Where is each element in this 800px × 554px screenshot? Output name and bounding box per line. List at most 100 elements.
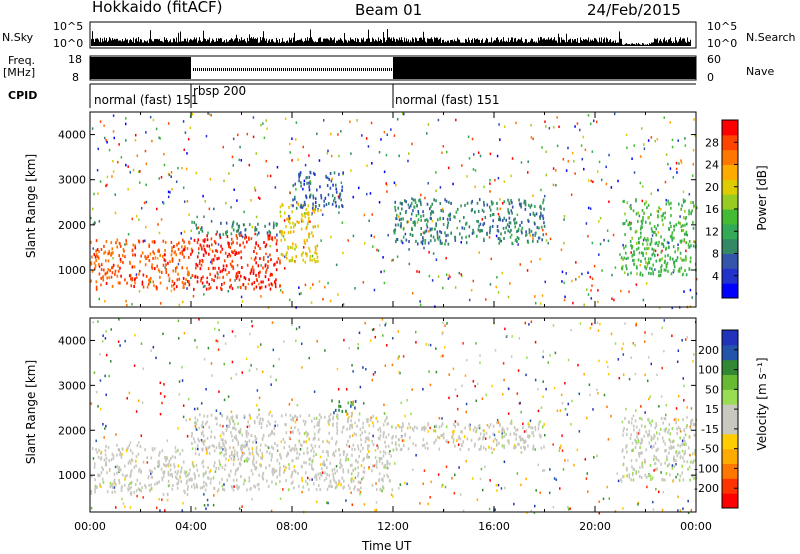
data-cell <box>157 223 159 226</box>
data-cell <box>138 488 141 492</box>
data-cell <box>501 444 504 448</box>
data-cell <box>258 274 260 278</box>
data-cell <box>394 223 397 227</box>
data-cell <box>503 180 506 183</box>
noise-bar <box>521 37 522 46</box>
data-cell <box>504 327 506 331</box>
data-cell <box>121 452 123 456</box>
noise-bar <box>427 38 428 46</box>
data-cell <box>401 421 404 425</box>
data-cell <box>154 482 156 486</box>
data-cell <box>561 280 563 283</box>
data-cell <box>507 412 510 415</box>
noise-bar <box>99 41 100 46</box>
data-cell <box>319 463 322 466</box>
data-cell <box>478 224 480 228</box>
data-cell <box>312 283 314 286</box>
data-cell <box>141 486 143 490</box>
data-cell <box>110 458 113 462</box>
noise-bar <box>107 42 108 46</box>
data-cell <box>466 175 468 178</box>
noise-bar <box>164 37 165 46</box>
data-cell <box>289 448 292 452</box>
data-cell <box>181 448 184 452</box>
data-cell <box>225 231 228 235</box>
data-cell <box>540 225 543 229</box>
freq-dot <box>225 68 226 71</box>
data-cell <box>658 432 661 436</box>
data-cell <box>359 433 362 437</box>
noise-bar <box>92 31 93 46</box>
data-cell <box>279 259 281 263</box>
data-cell <box>375 508 378 512</box>
data-cell <box>555 478 558 481</box>
data-cell <box>379 434 382 438</box>
data-cell <box>573 159 575 163</box>
data-cell <box>684 137 686 140</box>
data-cell <box>383 431 385 435</box>
data-cell <box>567 402 570 406</box>
data-cell <box>183 200 186 203</box>
data-cell <box>285 256 288 260</box>
data-cell <box>576 448 579 452</box>
data-cell <box>661 326 663 330</box>
data-cell <box>578 128 581 132</box>
data-cell <box>376 446 379 450</box>
data-cell <box>498 218 500 222</box>
data-cell <box>195 463 198 467</box>
noise-bar <box>569 39 570 46</box>
noise-bar <box>227 41 228 46</box>
data-cell <box>276 444 279 448</box>
data-cell <box>641 439 644 443</box>
data-cell <box>204 472 207 476</box>
data-cell <box>665 265 668 269</box>
data-cell <box>164 266 166 269</box>
data-cell <box>188 283 191 287</box>
data-cell <box>425 229 428 233</box>
noise-bar <box>276 37 277 46</box>
data-cell <box>243 210 245 214</box>
data-cell <box>202 253 205 257</box>
noise-bar <box>339 39 340 46</box>
data-cell <box>94 255 97 259</box>
data-cell <box>534 213 536 217</box>
data-cell <box>347 401 350 405</box>
noise-bar <box>208 39 209 46</box>
data-cell <box>100 450 103 454</box>
data-cell <box>103 268 105 272</box>
noise-bar <box>544 38 545 46</box>
data-cell <box>350 419 352 423</box>
data-cell <box>232 164 235 167</box>
data-cell <box>648 397 650 401</box>
data-cell <box>427 123 430 126</box>
data-cell <box>578 430 581 433</box>
data-cell <box>179 452 181 456</box>
data-cell <box>348 416 350 419</box>
data-cell <box>427 502 430 506</box>
data-cell <box>199 486 202 490</box>
noise-bar <box>558 33 559 46</box>
data-cell <box>261 474 264 478</box>
data-cell <box>168 459 171 463</box>
data-cell <box>581 157 584 161</box>
data-cell <box>373 235 376 239</box>
data-cell <box>675 450 678 454</box>
data-cell <box>216 340 219 343</box>
data-cell <box>639 263 641 267</box>
noise-bar <box>346 40 347 46</box>
data-cell <box>390 493 393 496</box>
data-cell <box>186 287 188 290</box>
freq-dot <box>345 68 346 71</box>
data-cell <box>398 355 400 358</box>
data-cell <box>686 460 689 464</box>
data-cell <box>271 238 274 242</box>
data-cell <box>337 482 340 486</box>
data-cell <box>675 417 677 421</box>
data-cell <box>336 469 338 473</box>
data-cell <box>634 372 637 376</box>
data-cell <box>334 408 337 412</box>
data-cell <box>159 281 162 285</box>
noise-bar <box>666 40 667 46</box>
noise-bar <box>555 40 556 46</box>
noise-bar <box>335 42 336 46</box>
